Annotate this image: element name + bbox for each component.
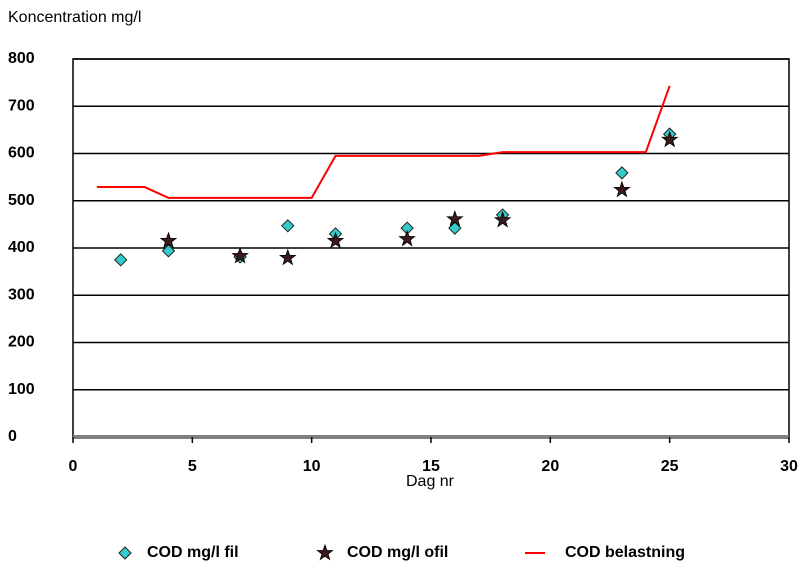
- x-tick-label: 5: [188, 458, 197, 475]
- point: [398, 229, 416, 247]
- y-tick-label: 300: [8, 286, 35, 303]
- y-tick-label: 0: [8, 428, 17, 445]
- y-tick-label: 600: [8, 145, 35, 162]
- x-tick-label: 15: [422, 458, 440, 475]
- point: [231, 246, 249, 264]
- legend-symbol: [316, 543, 334, 561]
- x-tick-label: 20: [541, 458, 559, 475]
- point: [114, 253, 128, 267]
- point: [281, 219, 295, 233]
- y-tick-label: 700: [8, 97, 35, 114]
- point: [326, 231, 345, 249]
- point: [448, 221, 462, 235]
- point: [615, 166, 629, 180]
- point: [660, 130, 679, 148]
- point: [161, 244, 176, 258]
- x-tick-label: 10: [303, 458, 321, 475]
- point: [446, 209, 464, 227]
- point: [159, 231, 178, 249]
- y-axis-title: Koncentration mg/l: [8, 9, 141, 26]
- legend-label: COD belastning: [565, 544, 685, 561]
- series-line: [96, 85, 671, 199]
- x-tick-label: 0: [69, 458, 78, 475]
- point: [493, 210, 512, 228]
- legend-label: COD mg/l fil: [147, 544, 239, 561]
- y-tick-label: 200: [8, 334, 35, 351]
- legend-label: COD mg/l ofil: [347, 544, 448, 561]
- x-tick-label: 25: [661, 458, 679, 475]
- point: [279, 248, 297, 266]
- point: [613, 180, 631, 198]
- x-axis-title: Dag nr: [406, 473, 455, 490]
- y-tick-label: 800: [8, 50, 35, 67]
- y-tick-label: 500: [8, 192, 35, 209]
- y-tick-label: 100: [8, 381, 35, 398]
- legend-symbol: [118, 546, 132, 560]
- x-tick-label: 30: [780, 458, 798, 475]
- y-tick-label: 400: [8, 239, 35, 256]
